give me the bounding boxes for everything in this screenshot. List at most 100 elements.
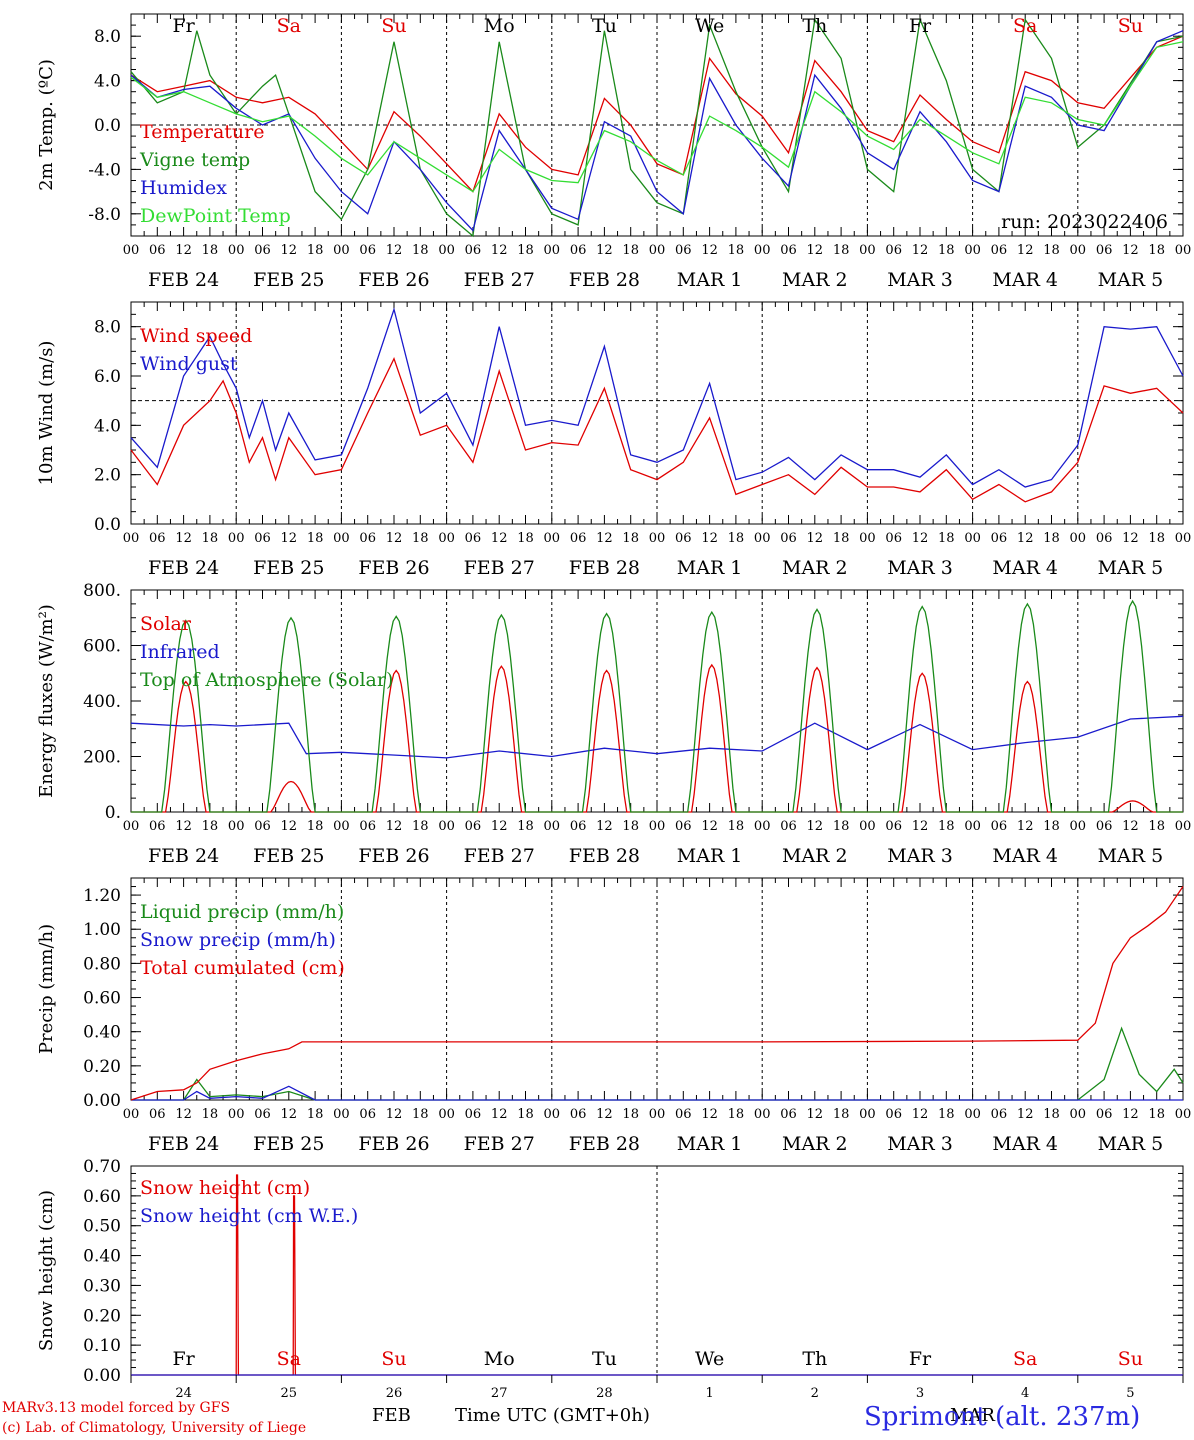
hour-tick-label: 18 (307, 531, 324, 546)
hour-tick-label: 00 (123, 819, 140, 834)
y-tick-label: 0.00 (83, 1091, 121, 1111)
hour-tick-label: 06 (780, 1107, 797, 1122)
hour-tick-label: 00 (1175, 531, 1192, 546)
hour-tick-label: 18 (833, 531, 850, 546)
hour-tick-label: 18 (202, 243, 219, 258)
y-tick-label: 0.00 (83, 1366, 121, 1386)
hour-tick-label: 00 (438, 531, 455, 546)
month-label-mar: MAR (950, 1405, 995, 1426)
chart-panel-1: 8.0 4.0 0.0 -4.0 -8.0 2m Temp. (ºC) Temperatur… (36, 13, 1184, 238)
hour-tick-label: 18 (1043, 243, 1060, 258)
hour-tick-label: 18 (1148, 1107, 1165, 1122)
day-name-label: Fr (172, 15, 195, 37)
date-label: MAR 3 (887, 1133, 953, 1155)
hour-tick-label: 06 (991, 1107, 1008, 1122)
date-label: MAR 3 (887, 845, 953, 867)
y-axis-label: Energy fluxes (W/m²) (36, 604, 57, 798)
hour-tick-label: 06 (1096, 531, 1113, 546)
date-label: FEB 27 (464, 845, 535, 867)
legend-entry: Wind speed (140, 325, 252, 347)
day-name-label: We (695, 1348, 724, 1370)
hour-tick-label: 12 (596, 1107, 613, 1122)
hour-tick-label: 12 (491, 1107, 508, 1122)
hour-tick-label: 00 (123, 531, 140, 546)
chart-panel-3: 800. 600. 400. 200. 0. Energy fluxes (W/m²) So… (36, 581, 1184, 823)
hour-tick-label: 06 (885, 819, 902, 834)
hour-tick-label: 06 (885, 243, 902, 258)
hour-tick-label: 06 (254, 1107, 271, 1122)
y-tick-label: 1.00 (83, 920, 121, 940)
hour-tick-label: 06 (570, 1107, 587, 1122)
date-label: FEB 28 (569, 845, 640, 867)
hour-tick-label: 12 (807, 531, 824, 546)
hour-tick-label: 00 (754, 243, 771, 258)
hour-tick-label: 06 (570, 531, 587, 546)
day-number-label: 28 (596, 1386, 613, 1401)
hour-tick-label: 18 (938, 1107, 955, 1122)
y-tick-label: 0.70 (83, 1157, 121, 1177)
day-number-label: 25 (281, 1386, 298, 1401)
hour-tick-label: 00 (649, 243, 666, 258)
day-number-label: 5 (1126, 1386, 1134, 1401)
hour-tick-label: 12 (807, 243, 824, 258)
day-name-label: Mo (484, 1348, 515, 1370)
series-line-vigne-temp (130, 17, 1184, 238)
hour-tick-label: 06 (885, 531, 902, 546)
hour-tick-label: 06 (675, 243, 692, 258)
hour-tick-label: 00 (964, 819, 981, 834)
legend-entry: DewPoint Temp (140, 205, 291, 227)
hour-tick-label: 06 (465, 531, 482, 546)
date-label: FEB 28 (569, 1133, 640, 1155)
hour-tick-label: 12 (491, 819, 508, 834)
date-label: MAR 1 (677, 1133, 743, 1155)
hour-tick-label: 12 (386, 819, 403, 834)
day-number-label: 27 (491, 1386, 508, 1401)
y-axis-label: Snow height (cm) (36, 1190, 57, 1351)
hour-tick-label: 12 (281, 531, 298, 546)
hour-tick-label: 18 (202, 819, 219, 834)
hour-tick-label: 18 (622, 243, 639, 258)
hour-tick-label: 18 (1148, 531, 1165, 546)
hour-tick-label: 18 (1043, 819, 1060, 834)
day-name-label: Sa (277, 15, 301, 37)
hour-tick-label: 18 (728, 1107, 745, 1122)
hour-tick-label: 18 (622, 531, 639, 546)
hour-tick-label: 00 (859, 819, 876, 834)
hour-tick-label: 06 (465, 243, 482, 258)
date-label: FEB 26 (358, 845, 429, 867)
legend-entry: Humidex (140, 177, 227, 199)
legend-entry: Liquid precip (mm/h) (140, 901, 344, 923)
day-name-label: Th (802, 15, 827, 37)
chart-panel-5: 0.70 0.60 0.50 0.40 0.30 0.20 0.10 0.00 Snow hei… (36, 1157, 1184, 1386)
hour-tick-label: 18 (307, 1107, 324, 1122)
y-tick-label: 200. (83, 748, 121, 768)
hour-tick-label: 06 (991, 243, 1008, 258)
hour-tick-label: 18 (412, 1107, 429, 1122)
hour-tick-label: 12 (1017, 243, 1034, 258)
hour-tick-label: 12 (1017, 1107, 1034, 1122)
series-line-total-cumulated-cm- (130, 886, 1184, 1101)
series-line-infrared (130, 715, 1184, 759)
hour-tick-label: 06 (359, 243, 376, 258)
hour-tick-label: 18 (1148, 819, 1165, 834)
hour-tick-label: 06 (359, 1107, 376, 1122)
hour-tick-label: 06 (570, 819, 587, 834)
hour-tick-label: 12 (175, 819, 192, 834)
y-tick-label: 0.20 (83, 1057, 121, 1077)
hour-tick-label: 00 (964, 531, 981, 546)
hour-tick-label: 06 (991, 531, 1008, 546)
day-number-label: 1 (705, 1386, 713, 1401)
date-label: FEB 27 (464, 1133, 535, 1155)
day-name-label: Tu (592, 15, 617, 37)
y-axis-label: Precip (mm/h) (36, 924, 57, 1054)
series-line-wind-speed (130, 356, 1184, 503)
series-line-wind-gust (130, 307, 1184, 488)
hour-tick-label: 06 (359, 819, 376, 834)
hour-tick-label: 00 (964, 1107, 981, 1122)
day-name-label: Sa (1013, 1348, 1037, 1370)
date-label: FEB 26 (358, 1133, 429, 1155)
hour-tick-label: 00 (228, 1107, 245, 1122)
hour-tick-label: 18 (517, 531, 534, 546)
hour-tick-label: 18 (517, 819, 534, 834)
